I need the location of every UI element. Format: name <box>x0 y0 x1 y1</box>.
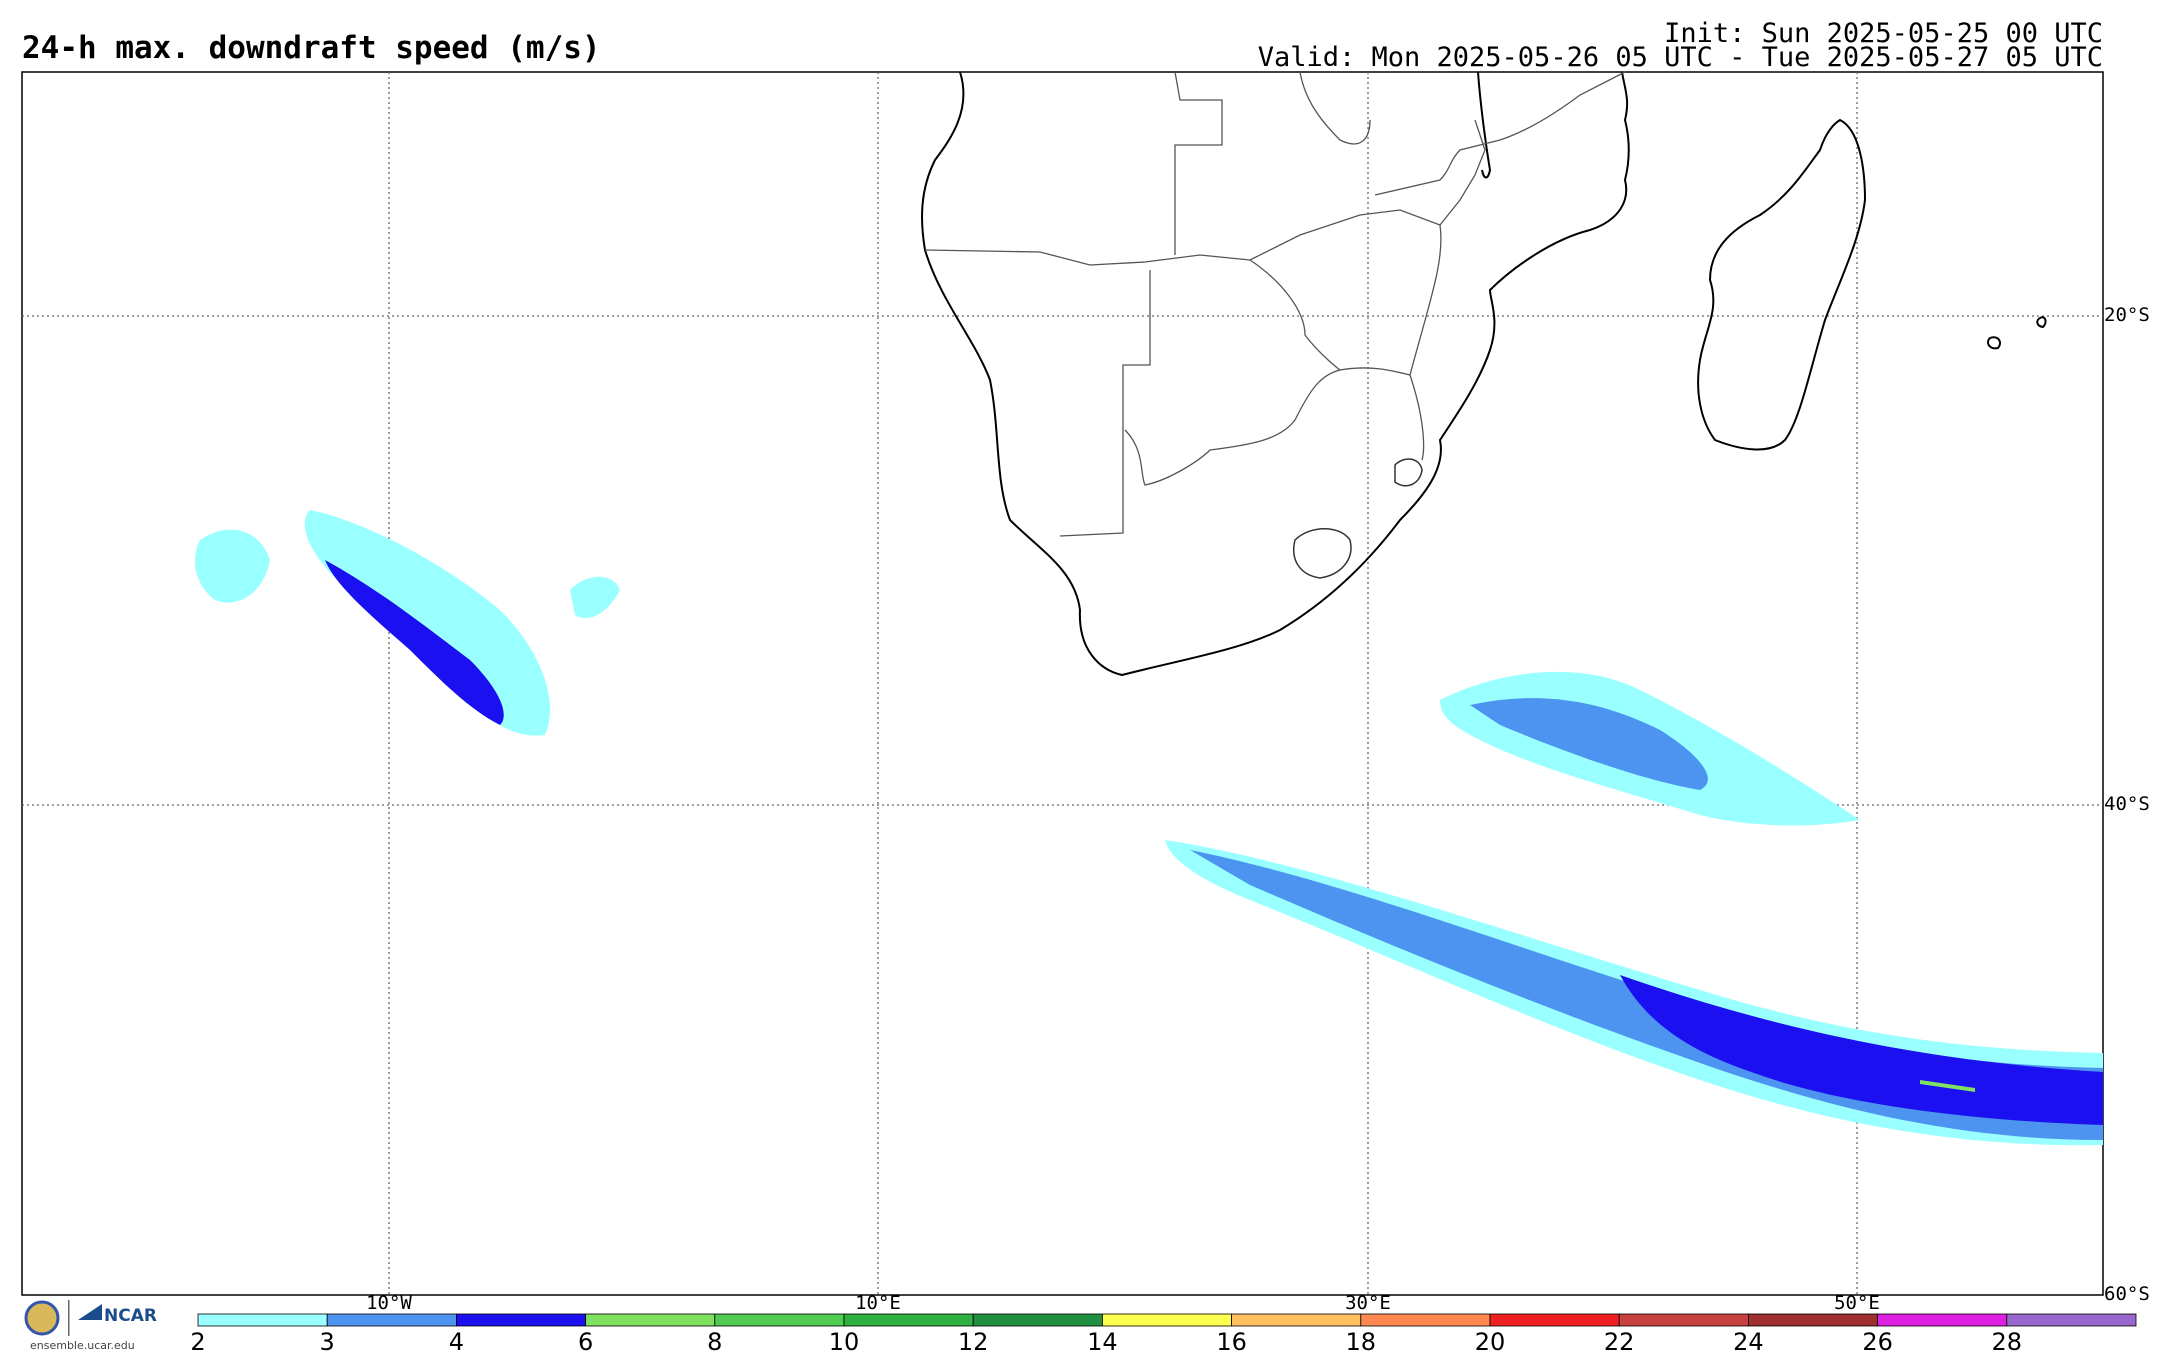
cell-west-light <box>304 510 550 736</box>
logo-divider <box>68 1300 70 1336</box>
country-borders <box>924 71 1626 537</box>
lat-label-40s: 40°S <box>2104 793 2150 815</box>
ncar-mark-icon <box>78 1304 102 1320</box>
band-dark <box>1620 975 2103 1125</box>
colorbar-tick-label: 12 <box>957 1328 989 1356</box>
colorbar-tick-label: 6 <box>577 1328 594 1356</box>
colorbar-tick-label: 4 <box>448 1328 465 1356</box>
nsf-seal-icon <box>24 1300 60 1336</box>
cell-west-dark <box>325 560 504 725</box>
lat-label-60s: 60°S <box>2104 1283 2150 1305</box>
coastlines <box>921 71 2047 677</box>
cell-small-east <box>570 576 620 619</box>
island-2 <box>2036 316 2047 329</box>
ncar-logo-text: NCAR <box>104 1306 157 1326</box>
madagascar-coast <box>1697 118 1867 451</box>
africa-coast <box>921 71 1630 677</box>
map-title: 24-h max. downdraft speed (m/s) <box>22 30 601 66</box>
island-1 <box>1987 336 2001 350</box>
lon-label-30e: 30°E <box>1345 1292 1391 1314</box>
cell-west-scatter <box>195 529 270 603</box>
colorbar-tick-label: 16 <box>1216 1328 1247 1356</box>
colorbar-tick-label: 14 <box>1087 1328 1118 1356</box>
logo-url: ensemble.ucar.edu <box>30 1339 135 1352</box>
colorbar-tick-label: 8 <box>707 1328 723 1356</box>
colorbar-tick-label: 18 <box>1345 1328 1377 1356</box>
colorbar-tick-label: 20 <box>1474 1328 1506 1356</box>
colorbar-tick-label: 26 <box>1862 1328 1893 1356</box>
colorbar-tick-label: 24 <box>1733 1328 1764 1356</box>
map-frame <box>21 71 2104 1296</box>
logo <box>24 1300 102 1336</box>
colorbar-tick-label: 28 <box>1991 1328 2023 1356</box>
colorbar-tick-label: 2 <box>190 1328 206 1356</box>
lon-label-50e: 50°E <box>1834 1292 1880 1314</box>
lake-malawi <box>1477 71 1492 179</box>
colorbar-tick-label: 3 <box>319 1328 335 1356</box>
cell-east-mid <box>1470 698 1708 790</box>
colorbar-tick-label: 22 <box>1603 1328 1635 1356</box>
downdraft-shading <box>195 510 2103 1146</box>
valid-time: Valid: Mon 2025-05-26 05 UTC - Tue 2025-… <box>1257 42 2103 73</box>
colorbar-tick-label: 10 <box>828 1328 860 1356</box>
eswatini-border <box>1394 458 1423 487</box>
lon-label-10w: 10°W <box>366 1292 412 1314</box>
lesotho-border <box>1293 528 1352 579</box>
band-speck <box>1920 1080 1975 1092</box>
lon-label-10e: 10°E <box>855 1292 901 1314</box>
init-time: Init: Sun 2025-05-25 00 UTC <box>1664 18 2103 49</box>
lat-label-20s: 20°S <box>2104 304 2150 326</box>
graticule <box>22 72 2103 1295</box>
